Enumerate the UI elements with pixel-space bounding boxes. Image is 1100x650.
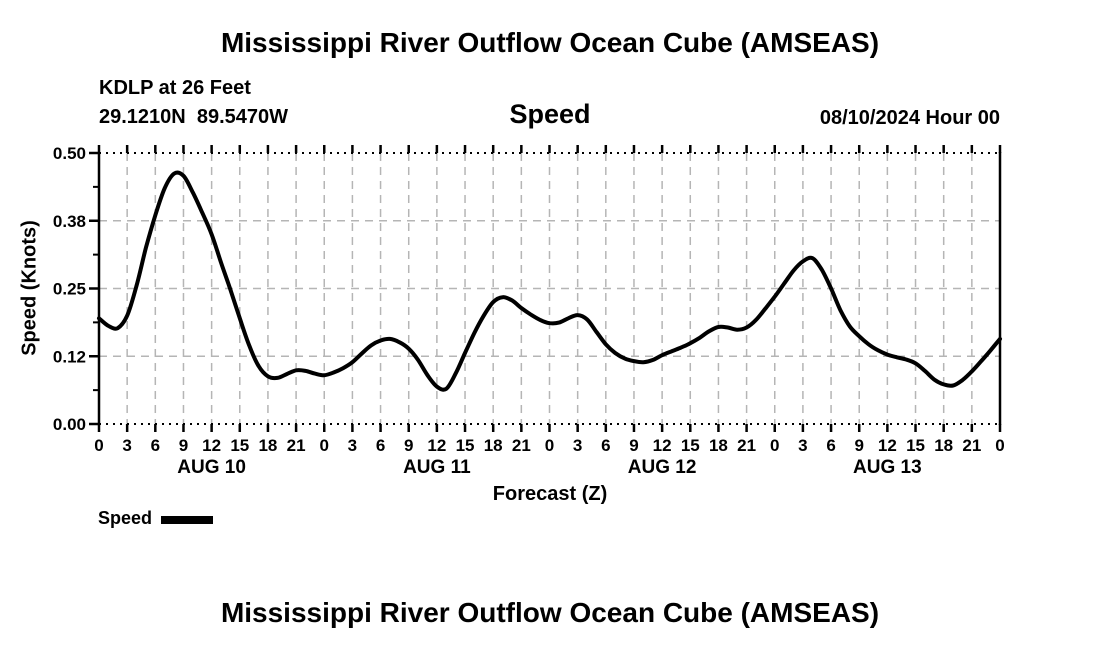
x-tick-label: 0 [94, 436, 103, 455]
figure-title-top: Mississippi River Outflow Ocean Cube (AM… [220, 27, 880, 58]
x-tick-label: 12 [653, 436, 672, 455]
x-tick-label: 18 [258, 436, 277, 455]
x-tick-label: 0 [320, 436, 329, 455]
panel-title: Speed [509, 99, 591, 129]
axis-ticks [89, 145, 1002, 432]
day-label: AUG 13 [853, 457, 922, 478]
y-tick-label: 0.50 [53, 144, 86, 163]
x-tick-label: 18 [934, 436, 953, 455]
x-tick-label: 21 [512, 436, 531, 455]
y-tick-label: 0.25 [53, 280, 86, 299]
x-axis-title: Forecast (Z) [492, 483, 608, 505]
x-tick-label: 12 [878, 436, 897, 455]
speed-curve [97, 170, 1002, 392]
x-tick-labels: 0 3 6 9 12 15 18 21 0 3 6 9 12 15 18 21 0 3 6 9 12 15 18 21 0 3 6 9… [94, 436, 1004, 455]
x-tick-label: 6 [376, 436, 385, 455]
x-tick-label: 9 [629, 436, 638, 455]
x-tick-label: 21 [287, 436, 306, 455]
x-tick-label: 9 [404, 436, 413, 455]
x-tick-label: 3 [122, 436, 131, 455]
x-tick-label: 0 [995, 436, 1004, 455]
x-tick-label: 15 [456, 436, 475, 455]
x-tick-label: 3 [798, 436, 807, 455]
gridlines [99, 153, 1000, 424]
x-tick-label: 18 [709, 436, 728, 455]
x-tick-label: 9 [179, 436, 188, 455]
x-tick-label: 9 [854, 436, 863, 455]
x-tick-label: 6 [601, 436, 610, 455]
figure-title-bottom: Mississippi River Outflow Ocean Cube (AM… [220, 597, 880, 628]
station-label: KDLP at 26 Feet [99, 77, 251, 99]
x-tick-label: 15 [906, 436, 925, 455]
legend-label: Speed [98, 508, 153, 528]
x-tick-label: 3 [573, 436, 582, 455]
x-tick-label: 18 [484, 436, 503, 455]
x-tick-label: 0 [545, 436, 554, 455]
x-tick-label: 3 [348, 436, 357, 455]
x-tick-label: 6 [151, 436, 160, 455]
x-tick-label: 21 [737, 436, 756, 455]
y-tick-label: 0.12 [53, 347, 86, 366]
day-label: AUG 11 [403, 457, 471, 478]
day-label: AUG 12 [628, 457, 697, 478]
x-tick-label: 0 [770, 436, 779, 455]
y-tick-label: 0.38 [53, 212, 86, 231]
x-tick-label: 15 [230, 436, 249, 455]
day-labels: AUG 10 AUG 11 AUG 12 AUG 13 [177, 457, 921, 478]
x-tick-label: 12 [202, 436, 221, 455]
y-tick-labels: 0.00 0.12 0.25 0.38 0.50 [53, 144, 86, 434]
x-tick-label: 6 [826, 436, 835, 455]
station-coordinates: 29.1210N 89.5470W [99, 106, 289, 128]
legend-line-swatch [161, 516, 213, 524]
day-label: AUG 10 [177, 457, 246, 478]
series-speed-line [97, 170, 1002, 392]
y-tick-label: 0.00 [53, 415, 86, 434]
x-tick-label: 15 [681, 436, 700, 455]
run-datetime: 08/10/2024 Hour 00 [819, 107, 1000, 129]
x-tick-label: 21 [962, 436, 981, 455]
x-tick-label: 12 [427, 436, 446, 455]
